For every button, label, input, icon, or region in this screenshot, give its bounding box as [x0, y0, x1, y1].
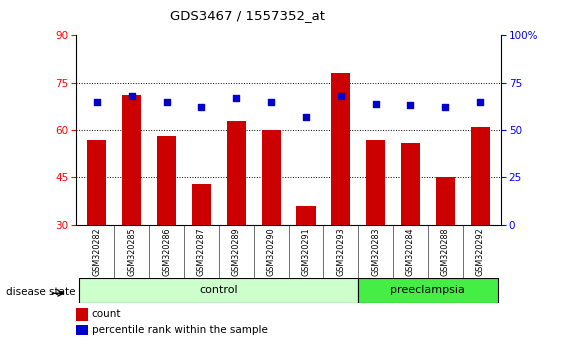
Text: preeclampsia: preeclampsia	[391, 285, 466, 295]
Text: GSM320283: GSM320283	[371, 227, 380, 276]
Point	[336, 93, 345, 99]
Text: GSM320286: GSM320286	[162, 227, 171, 276]
Text: GSM320282: GSM320282	[92, 227, 101, 276]
Point	[92, 99, 101, 104]
Point	[197, 104, 206, 110]
Bar	[87, 139, 106, 225]
Text: count: count	[92, 309, 121, 319]
Point	[371, 101, 380, 107]
Bar	[192, 184, 211, 225]
Bar	[331, 73, 350, 225]
Bar	[227, 121, 246, 225]
Text: GSM320289: GSM320289	[232, 227, 241, 276]
Point	[406, 103, 415, 108]
Bar	[471, 127, 490, 225]
Text: GSM320293: GSM320293	[336, 227, 345, 276]
Point	[301, 114, 310, 120]
Point	[127, 93, 136, 99]
Text: GSM320292: GSM320292	[476, 227, 485, 276]
Point	[232, 95, 241, 101]
Text: GSM320291: GSM320291	[301, 227, 310, 276]
Text: disease state: disease state	[6, 287, 75, 297]
Bar	[122, 95, 141, 225]
Bar	[436, 177, 455, 225]
Bar	[262, 130, 281, 225]
FancyBboxPatch shape	[358, 278, 498, 303]
Point	[267, 99, 276, 104]
Bar	[296, 206, 315, 225]
Text: GDS3467 / 1557352_at: GDS3467 / 1557352_at	[170, 9, 325, 22]
Text: GSM320284: GSM320284	[406, 227, 415, 276]
FancyBboxPatch shape	[79, 278, 358, 303]
Text: control: control	[199, 285, 238, 295]
Text: GSM320287: GSM320287	[197, 227, 206, 276]
Bar	[366, 139, 385, 225]
Text: GSM320288: GSM320288	[441, 227, 450, 276]
Text: GSM320285: GSM320285	[127, 227, 136, 276]
Text: percentile rank within the sample: percentile rank within the sample	[92, 325, 267, 335]
Point	[476, 99, 485, 104]
Bar	[401, 143, 420, 225]
Point	[441, 104, 450, 110]
Point	[162, 99, 171, 104]
Bar	[157, 136, 176, 225]
Text: GSM320290: GSM320290	[267, 227, 276, 276]
